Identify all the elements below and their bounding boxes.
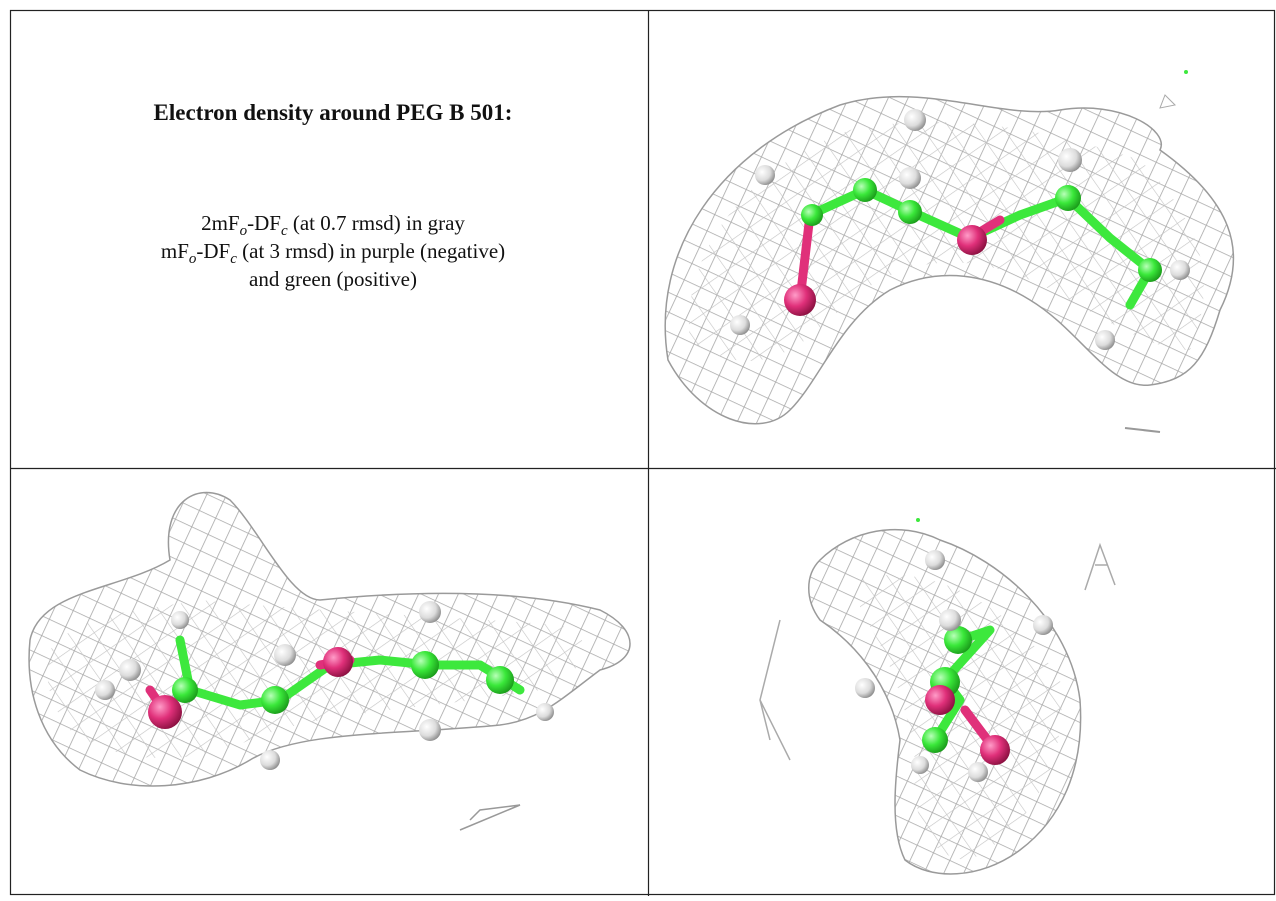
caption-text: mF (161, 239, 189, 263)
subscript: c (281, 223, 288, 239)
caption-text: (at 0.7 rmsd) in gray (288, 211, 466, 235)
caption-text: -DF (196, 239, 230, 263)
caption-line: 2mFo-DFc (at 0.7 rmsd) in gray (201, 211, 465, 239)
caption-title: Electron density around PEG B 501: (154, 100, 513, 125)
caption: Electron density around PEG B 501: 2mFo-… (154, 100, 513, 291)
subscript: c (230, 251, 237, 267)
caption-text: -DF (247, 211, 281, 235)
density-view-3 (759, 518, 1116, 875)
table-borders (9, 9, 1276, 896)
subscript: o (189, 251, 197, 267)
caption-text: 2mF (201, 211, 240, 235)
caption-text: and green (positive) (249, 267, 417, 291)
density-view-2 (28, 491, 631, 831)
caption-line: mFo-DFc (at 3 rmsd) in purple (negative) (161, 239, 505, 267)
density-view-1 (664, 70, 1235, 433)
subscript: o (240, 223, 248, 239)
caption-text: (at 3 rmsd) in purple (negative) (237, 239, 505, 263)
caption-line: and green (positive) (249, 267, 417, 291)
